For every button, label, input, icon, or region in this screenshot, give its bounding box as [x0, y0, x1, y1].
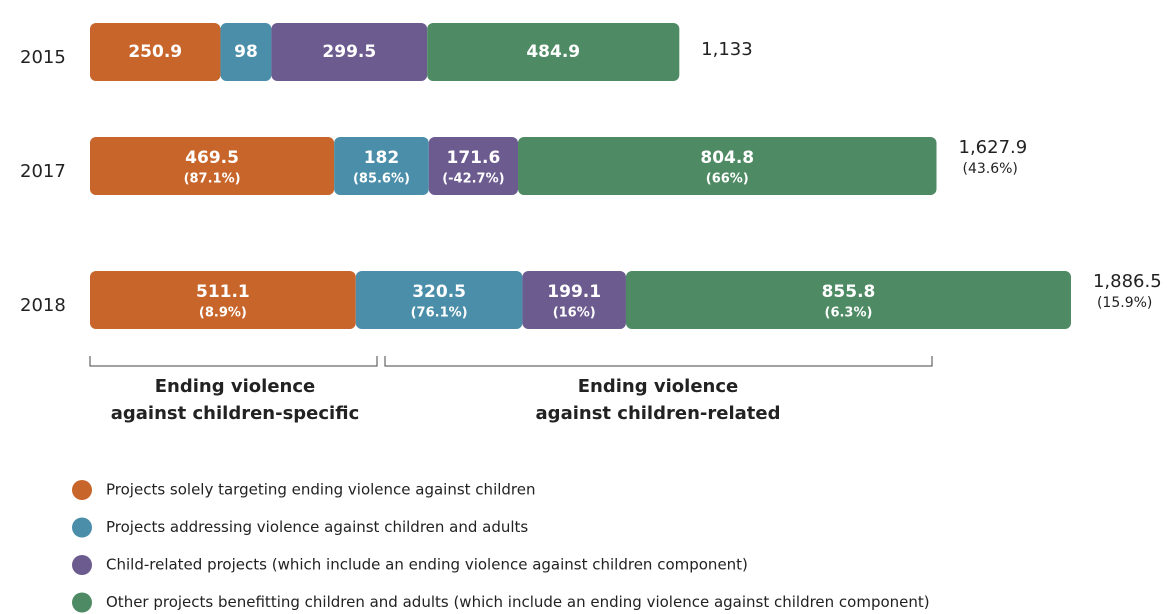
bar-segment: [271, 23, 428, 81]
bar-segment: [355, 271, 523, 329]
year-label: 2018: [20, 295, 66, 316]
year-label: 2015: [20, 47, 66, 68]
change-label: (66%): [706, 172, 749, 187]
annotation: against children-related: [536, 403, 781, 424]
total-change-label: (15.9%): [1097, 295, 1152, 311]
total-label: 1,886.5: [1093, 271, 1162, 292]
segment-label: 320.5: [412, 282, 466, 302]
change-label: (16%): [553, 306, 596, 321]
annotation: Ending violence: [155, 376, 315, 397]
annotation: Ending violence: [578, 376, 738, 397]
legend-swatch: [72, 592, 92, 613]
bracket: [384, 356, 933, 367]
legend-swatch: [72, 480, 92, 500]
year-label: 2017: [20, 161, 66, 182]
segment-label: 182: [364, 148, 400, 168]
change-label: (87.1%): [184, 172, 241, 187]
segment-label: 98: [234, 42, 258, 62]
segment-label: 804.8: [700, 148, 754, 168]
legend-label: Projects addressing violence against chi…: [106, 518, 528, 536]
segment-label: 855.8: [822, 282, 876, 302]
bracket: [89, 356, 378, 367]
total-label: 1,627.9: [959, 137, 1028, 158]
change-label: (85.6%): [353, 172, 410, 187]
legend-label: Other projects benefitting children and …: [106, 593, 930, 611]
bar-segment: [90, 137, 335, 195]
bar-segment: [522, 271, 626, 329]
bar-segment: [518, 137, 937, 195]
total-label: 1,133: [701, 39, 753, 60]
segment-label: 171.6: [447, 148, 501, 168]
legend-label: Child-related projects (which include an…: [106, 556, 748, 574]
change-label: (76.1%): [411, 306, 468, 321]
bar-segment: [334, 137, 429, 195]
legend-swatch: [72, 517, 92, 538]
bar-segment: [428, 137, 519, 195]
segment-label: 484.9: [526, 42, 580, 62]
change-label: (-42.7%): [442, 172, 504, 187]
segment-label: 469.5: [185, 148, 239, 168]
change-label: (8.9%): [199, 306, 247, 321]
legend-swatch: [72, 555, 92, 575]
bar-segment: [220, 23, 272, 81]
bar-segment: [90, 271, 356, 329]
bar-segment: [625, 271, 1071, 329]
segment-label: 511.1: [196, 282, 250, 302]
change-label: (6.3%): [825, 306, 873, 321]
annotation: against children-specific: [111, 403, 359, 424]
bar-segment: [90, 23, 221, 81]
total-change-label: (43.6%): [963, 161, 1018, 177]
segment-label: 299.5: [322, 42, 376, 62]
segment-label: 250.9: [128, 42, 182, 62]
legend-label: Projects solely targeting ending violenc…: [106, 481, 536, 499]
bar-segment: [427, 23, 680, 81]
segment-label: 199.1: [547, 282, 601, 302]
